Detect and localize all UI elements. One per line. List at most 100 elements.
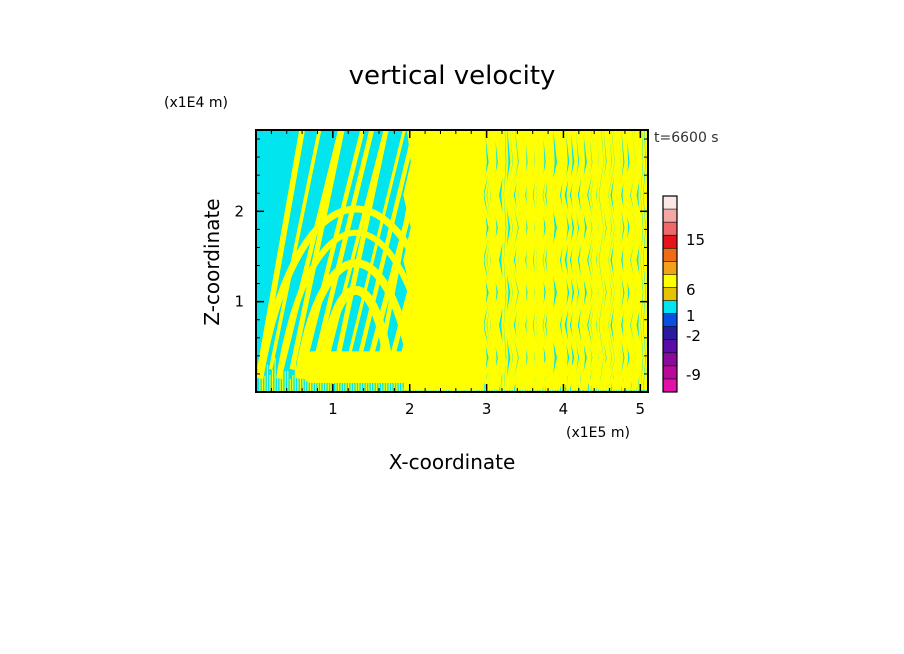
right-streak bbox=[575, 130, 585, 391]
x-tick-label: 1 bbox=[328, 400, 338, 418]
colorbar-segment bbox=[663, 300, 677, 315]
colorbar: 15 6 1 -2 -9 bbox=[662, 195, 705, 393]
right-streak bbox=[438, 130, 448, 391]
left-streak bbox=[257, 130, 305, 370]
left-streak bbox=[332, 130, 389, 370]
right-streak bbox=[553, 130, 566, 391]
right-streak bbox=[562, 130, 572, 391]
right-streak bbox=[477, 130, 485, 391]
right-streak bbox=[592, 130, 603, 391]
y-tick-label: 2 bbox=[234, 202, 244, 220]
left-streak bbox=[279, 130, 343, 370]
right-streak bbox=[514, 130, 523, 391]
colorbar-segment bbox=[663, 352, 677, 367]
right-streak bbox=[584, 130, 595, 391]
right-streak bbox=[600, 130, 610, 391]
right-streak bbox=[622, 130, 634, 391]
colorbar-segment bbox=[663, 274, 677, 288]
right-streak bbox=[608, 130, 617, 391]
x-tick-label: 2 bbox=[405, 400, 415, 418]
right-streak bbox=[546, 130, 553, 391]
left-streak bbox=[300, 130, 365, 370]
left-streak bbox=[344, 130, 406, 370]
time-label: t=6600 s bbox=[654, 130, 719, 146]
right-streak bbox=[474, 130, 483, 391]
right-streak bbox=[633, 130, 643, 391]
right-streak bbox=[493, 130, 504, 391]
left-streak bbox=[311, 130, 375, 370]
right-streak bbox=[490, 130, 502, 391]
y-axis: 12 bbox=[234, 138, 648, 375]
colorbar-segment bbox=[663, 326, 677, 341]
colorbar-label: 1 bbox=[686, 307, 696, 325]
right-streak bbox=[509, 130, 518, 391]
right-streak bbox=[617, 130, 624, 391]
right-streak bbox=[462, 130, 474, 391]
colorbar-segment bbox=[663, 209, 677, 223]
colorbar-segment bbox=[663, 196, 677, 210]
x-unit-label: (x1E5 m) bbox=[566, 425, 630, 441]
plot-frame bbox=[255, 129, 649, 393]
right-streak bbox=[605, 130, 615, 391]
right-streak bbox=[630, 130, 641, 391]
right-streak bbox=[536, 130, 543, 391]
x-axis: 1 2 3 4 5 bbox=[270, 130, 646, 418]
right-streak bbox=[643, 130, 648, 391]
right-streak bbox=[599, 130, 606, 391]
right-streak bbox=[459, 130, 472, 391]
colorbar-segment bbox=[663, 248, 677, 262]
colorbar-label: 6 bbox=[686, 281, 696, 299]
right-streak bbox=[614, 130, 621, 391]
right-streak bbox=[521, 130, 532, 391]
left-streak bbox=[268, 130, 322, 370]
colorbar-segment bbox=[663, 339, 677, 354]
chart-title: vertical velocity bbox=[349, 61, 556, 91]
colorbar-label: -2 bbox=[686, 327, 701, 345]
x-tick-label: 4 bbox=[559, 400, 569, 418]
colorbar-label: -9 bbox=[686, 366, 701, 384]
right-streak bbox=[625, 130, 636, 391]
colorbar-segment bbox=[663, 287, 677, 302]
colorbar-segment bbox=[663, 378, 677, 393]
colorbar-label: 15 bbox=[686, 231, 705, 249]
left-streak bbox=[289, 130, 345, 370]
colorbar-segment bbox=[663, 365, 677, 380]
right-streak bbox=[557, 130, 567, 391]
colorbar-segment bbox=[663, 261, 677, 275]
left-streak bbox=[354, 130, 417, 370]
right-streak bbox=[529, 130, 539, 391]
right-streak bbox=[487, 130, 495, 391]
right-streak bbox=[506, 130, 516, 391]
right-streak bbox=[424, 130, 436, 391]
colorbar-frame bbox=[662, 195, 678, 393]
right-streak bbox=[603, 130, 612, 391]
right-streak bbox=[640, 130, 646, 391]
right-streak bbox=[501, 130, 506, 391]
right-streak bbox=[638, 130, 643, 391]
velocity-field bbox=[256, 130, 648, 392]
y-tick-label: 1 bbox=[234, 293, 244, 311]
right-streak bbox=[518, 130, 525, 391]
right-streak bbox=[526, 130, 532, 391]
right-streak bbox=[533, 130, 540, 391]
right-streak bbox=[628, 130, 638, 391]
right-streak bbox=[596, 130, 604, 391]
x-tick-label: 5 bbox=[636, 400, 646, 418]
right-streak bbox=[511, 130, 522, 391]
right-streak bbox=[571, 130, 579, 391]
right-streak bbox=[434, 130, 446, 391]
right-streak bbox=[543, 130, 551, 391]
right-streak bbox=[480, 130, 492, 391]
colorbar-segment bbox=[663, 313, 677, 328]
y-unit-label: (x1E4 m) bbox=[164, 95, 228, 111]
right-streak bbox=[572, 130, 582, 391]
x-axis-label: X-coordinate bbox=[389, 450, 516, 474]
x-tick-label: 3 bbox=[482, 400, 492, 418]
right-streak bbox=[582, 130, 592, 391]
y-axis-label: Z-coordinate bbox=[200, 198, 224, 325]
right-streak bbox=[578, 130, 591, 391]
right-streak bbox=[588, 130, 597, 391]
right-streak bbox=[443, 130, 453, 391]
right-streak bbox=[539, 130, 549, 391]
